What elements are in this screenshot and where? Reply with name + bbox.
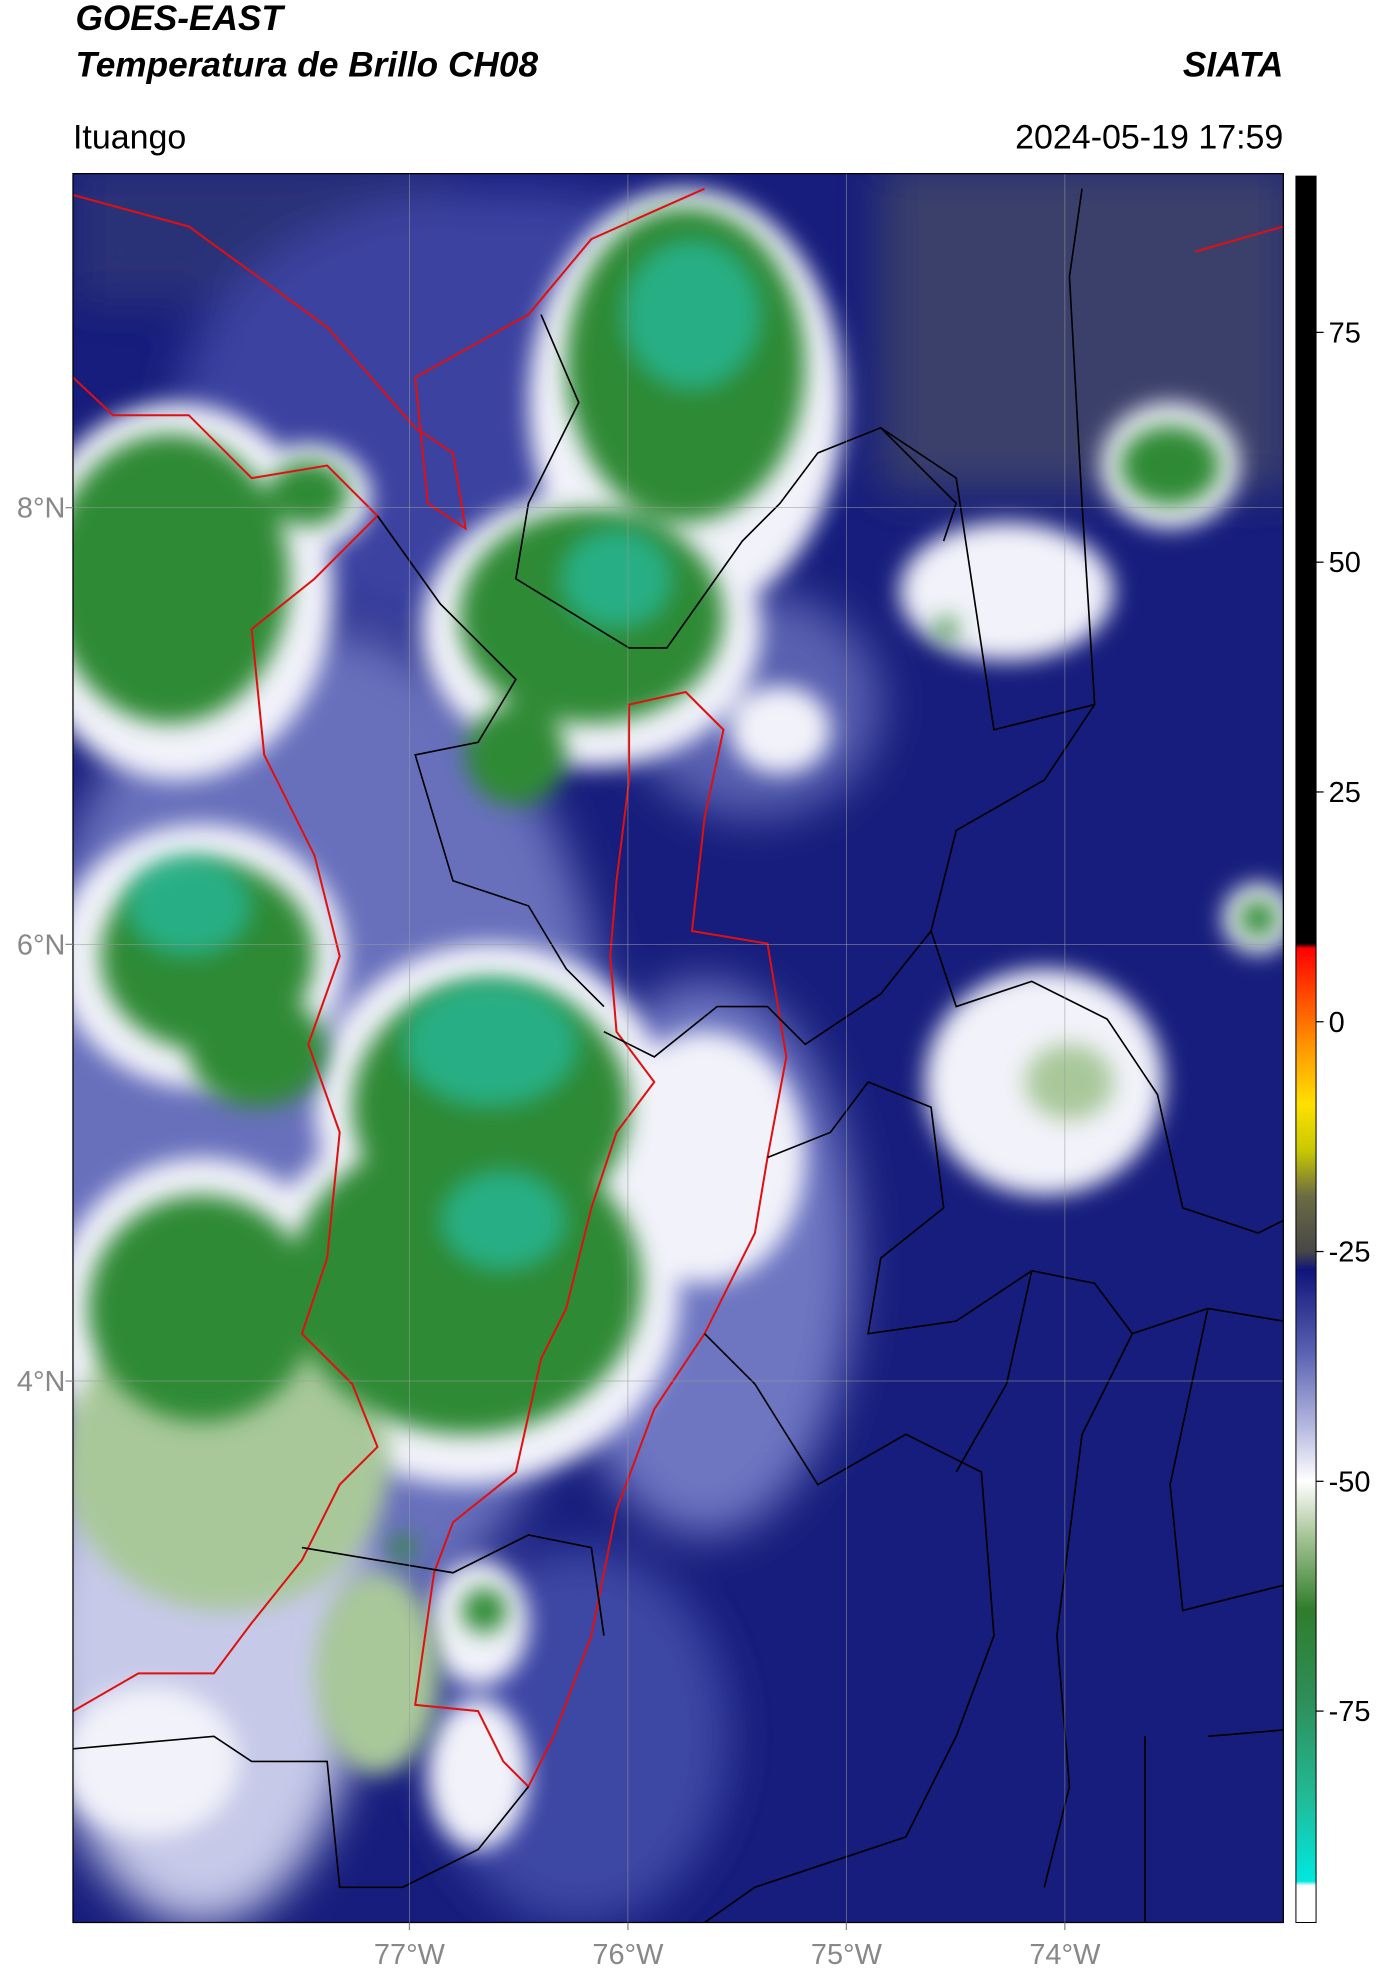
subtitle: Temperatura de Brillo CH08 [75,46,538,85]
title: GOES-EAST [75,0,285,38]
colorbar-tick-label: -75 [1329,1696,1371,1728]
colorbar-tick-label: 0 [1329,1007,1345,1039]
colorbar-tick-label: -50 [1329,1466,1371,1498]
colorbar-tick-label: -25 [1329,1237,1371,1269]
grid [72,173,1284,1923]
location: Ituango [73,118,186,156]
y-tick-label: 6°N [17,929,66,961]
colorbar-tick-label: 50 [1329,547,1361,579]
y-tick-label: 8°N [17,493,66,525]
x-tick-label: 74°W [1029,1939,1101,1971]
colorbar-tick-label: 75 [1329,317,1361,349]
timestamp: 2024-05-19 17:59 [1015,118,1283,156]
colorbar: -75 -50 -25 0 25 50 75 [1295,175,1371,1923]
y-tick-label: 4°N [17,1366,66,1398]
satellite-image [72,173,1284,1923]
colorbar-scale [1295,175,1317,1923]
colorbar-tick-label: 25 [1329,777,1361,809]
x-tick-label: 75°W [811,1939,883,1971]
x-tick-label: 76°W [592,1939,664,1971]
brand: SIATA [1183,46,1283,85]
x-tick-label: 77°W [374,1939,446,1971]
map-frame [72,172,1284,1924]
